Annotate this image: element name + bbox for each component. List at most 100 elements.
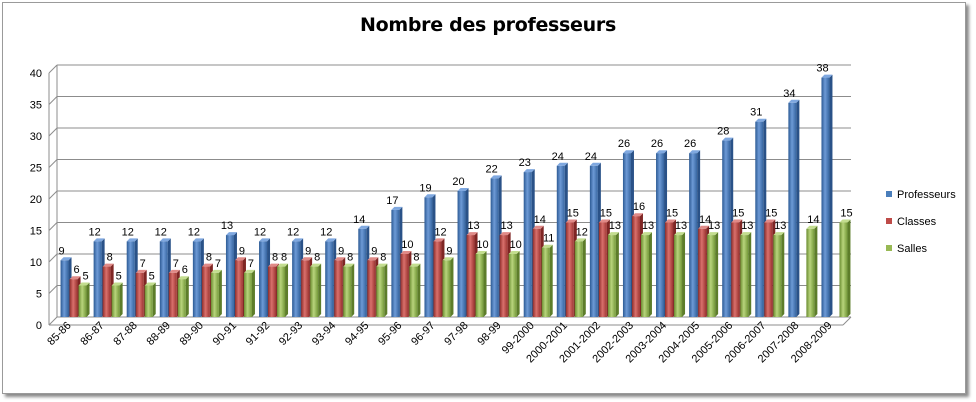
data-label: 15 bbox=[732, 208, 744, 220]
data-label: 12 bbox=[89, 226, 101, 238]
bar-professeurs bbox=[821, 77, 830, 317]
bar-top bbox=[490, 175, 502, 179]
bar-top bbox=[60, 257, 72, 261]
data-label: 5 bbox=[82, 271, 88, 283]
bar-top bbox=[523, 169, 535, 173]
bar-side bbox=[615, 232, 619, 317]
legend-swatch bbox=[886, 245, 892, 251]
gridline-side bbox=[48, 159, 58, 168]
bar-top bbox=[556, 162, 568, 166]
data-label: 12 bbox=[254, 226, 266, 238]
bar-top bbox=[499, 232, 511, 236]
bar-salles bbox=[243, 272, 252, 317]
data-label: 26 bbox=[651, 138, 663, 150]
bar-top bbox=[839, 219, 851, 223]
bar-top bbox=[433, 238, 445, 242]
y-tick-label: 40 bbox=[30, 68, 42, 80]
legend: Professeurs Classes Salles bbox=[886, 189, 956, 255]
data-label: 9 bbox=[371, 245, 377, 257]
bar-side bbox=[781, 232, 785, 317]
bar-professeurs bbox=[391, 209, 400, 317]
bar-classes bbox=[367, 260, 376, 317]
data-label: 8 bbox=[272, 252, 278, 264]
bar-top bbox=[457, 188, 469, 191]
bar-salles bbox=[707, 235, 716, 317]
bar-classes bbox=[168, 272, 177, 317]
data-label: 6 bbox=[182, 264, 188, 276]
bar-top bbox=[541, 244, 553, 248]
bar-side bbox=[648, 232, 652, 317]
y-tick-label: 30 bbox=[30, 131, 42, 143]
bar-side bbox=[152, 282, 156, 317]
x-tick-label: 90-91 bbox=[211, 320, 239, 348]
bar-side bbox=[384, 263, 388, 317]
bar-salles bbox=[674, 235, 683, 317]
data-label: 12 bbox=[188, 226, 200, 238]
x-tick-label: 96-97 bbox=[409, 320, 437, 348]
data-label: 31 bbox=[750, 107, 762, 119]
bar-professeurs bbox=[457, 191, 466, 317]
bar-classes bbox=[466, 235, 475, 317]
bar-professeurs bbox=[722, 140, 731, 317]
bar-top bbox=[764, 219, 776, 223]
gridline-side bbox=[48, 285, 58, 294]
gridline-side bbox=[48, 96, 58, 105]
bar-side bbox=[715, 232, 719, 317]
bar-salles bbox=[740, 235, 749, 317]
bar-professeurs bbox=[424, 197, 433, 317]
bar-top bbox=[292, 238, 304, 242]
data-label: 9 bbox=[305, 245, 311, 257]
data-label: 23 bbox=[519, 157, 531, 169]
bar-top bbox=[622, 150, 634, 154]
bar-top bbox=[277, 263, 289, 267]
legend-swatch bbox=[886, 218, 892, 224]
bar-salles bbox=[773, 235, 782, 317]
bar-top bbox=[640, 232, 652, 236]
bar-side bbox=[847, 219, 851, 317]
bar-classes bbox=[764, 222, 773, 317]
data-label: 24 bbox=[585, 151, 597, 163]
bar-classes bbox=[102, 266, 111, 317]
data-label: 13 bbox=[708, 220, 720, 232]
bar-side bbox=[829, 74, 833, 317]
gridline-side bbox=[48, 316, 58, 326]
bar-classes bbox=[532, 228, 541, 317]
bar-top bbox=[69, 276, 81, 280]
data-label: 13 bbox=[467, 220, 479, 232]
data-label: 7 bbox=[215, 258, 221, 270]
data-label: 15 bbox=[840, 208, 852, 220]
data-label: 38 bbox=[816, 63, 828, 75]
data-label: 24 bbox=[552, 151, 564, 163]
bar-top bbox=[93, 238, 105, 242]
bar-salles bbox=[839, 222, 848, 317]
bar-top bbox=[821, 74, 833, 78]
legend-swatch bbox=[886, 191, 892, 197]
bar-top bbox=[144, 282, 156, 286]
bar-professeurs bbox=[490, 178, 499, 317]
data-label: 13 bbox=[774, 220, 786, 232]
data-label: 13 bbox=[609, 220, 621, 232]
bar-top bbox=[376, 263, 388, 267]
bar-salles bbox=[607, 235, 616, 317]
bar-top bbox=[225, 232, 237, 236]
data-label: 10 bbox=[401, 239, 413, 251]
bar-classes bbox=[234, 260, 243, 317]
bar-side bbox=[318, 263, 322, 317]
bar-top bbox=[259, 238, 271, 242]
data-label: 12 bbox=[122, 226, 134, 238]
gridline-side bbox=[48, 222, 58, 231]
grid-lines bbox=[48, 64, 851, 326]
data-label: 17 bbox=[386, 195, 398, 207]
data-label: 26 bbox=[684, 138, 696, 150]
data-label: 20 bbox=[452, 176, 464, 188]
data-label: 13 bbox=[741, 220, 753, 232]
bar-top bbox=[135, 269, 147, 273]
bar-top bbox=[301, 257, 313, 261]
bar-salles bbox=[574, 241, 583, 317]
data-label: 7 bbox=[173, 258, 179, 270]
bar-classes bbox=[301, 260, 310, 317]
bar-salles bbox=[806, 228, 815, 317]
bar-side bbox=[582, 238, 586, 317]
data-label: 8 bbox=[347, 252, 353, 264]
